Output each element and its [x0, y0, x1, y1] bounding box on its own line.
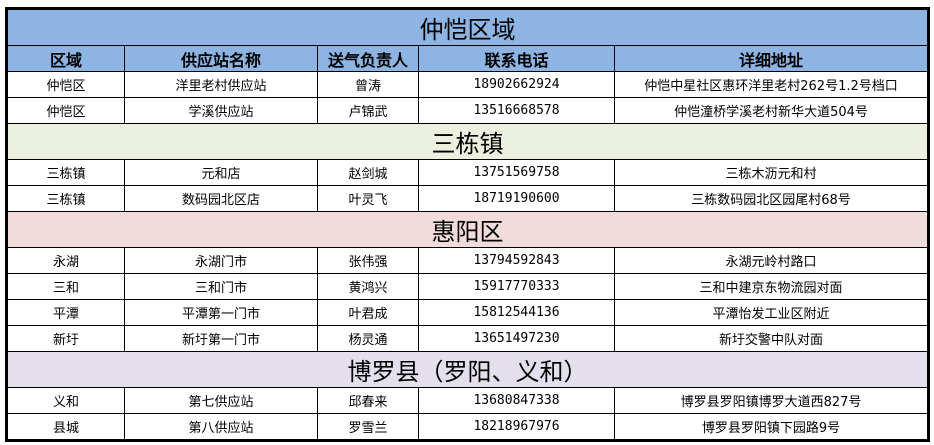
table-row: 永湖 永湖门市 张伟强 13794592843 永湖元岭村路口: [6, 247, 930, 274]
cell-address: 三和中建京东物流园对面: [613, 273, 930, 300]
table-row: 三栋镇 元和店 赵剑城 13751569758 三栋木沥元和村: [6, 159, 930, 186]
cell-phone: 18902662924: [418, 71, 615, 98]
table-row: 三栋镇 数码园北区店 叶灵飞 18719190600 三栋数码园北区园尾村68号: [6, 185, 930, 212]
cell-station-name: 平潭第一门市: [124, 299, 318, 326]
cell-phone: 13680847338: [418, 387, 615, 414]
cell-region: 永湖: [6, 247, 125, 274]
cell-station-name: 洋里老村供应站: [124, 71, 318, 98]
cell-phone: 15917770333: [418, 273, 615, 300]
cell-station-name: 元和店: [124, 159, 318, 186]
cell-station-name: 永湖门市: [124, 247, 318, 274]
header-row: 区域 供应站名称 送气负责人 联系电话 详细地址: [6, 45, 930, 72]
table-row: 仲恺区 学溪供应站 卢锦武 13516668578 仲恺潼桥学溪老村新华大道504号: [6, 97, 930, 124]
cell-region: 县城: [6, 413, 125, 441]
table-row: 三和 三和门市 黄鸿兴 15917770333 三和中建京东物流园对面: [6, 273, 930, 300]
cell-address: 仲恺潼桥学溪老村新华大道504号: [613, 97, 930, 124]
section-title: 博罗县（罗阳、义和）: [5, 351, 930, 388]
gas-supply-station-table: 仲恺区域 区域 供应站名称 送气负责人 联系电话 详细地址 仲恺区 洋里老村供应站 曾涛 1890…: [5, 7, 931, 442]
table-row: 新圩 新圩第一门市 杨灵通 13651497230 新圩交警中队对面: [6, 325, 930, 352]
cell-region: 三和: [6, 273, 125, 300]
cell-station-name: 三和门市: [124, 273, 318, 300]
cell-person-in-charge: 罗雪兰: [317, 413, 419, 441]
section-title: 仲恺区域: [5, 8, 930, 46]
cell-station-name: 数码园北区店: [124, 185, 318, 212]
cell-station-name: 第八供应站: [124, 413, 318, 441]
cell-person-in-charge: 赵剑城: [317, 159, 419, 186]
section-title: 惠阳区: [5, 211, 930, 248]
cell-person-in-charge: 杨灵通: [317, 325, 419, 352]
section-title: 三栋镇: [5, 123, 930, 160]
cell-phone: 13751569758: [418, 159, 615, 186]
cell-phone: 13651497230: [418, 325, 615, 352]
cell-person-in-charge: 叶君成: [317, 299, 419, 326]
cell-address: 三栋数码园北区园尾村68号: [613, 185, 930, 212]
cell-phone: 15812544136: [418, 299, 615, 326]
cell-station-name: 新圩第一门市: [124, 325, 318, 352]
cell-region: 三栋镇: [6, 185, 125, 212]
cell-person-in-charge: 卢锦武: [317, 97, 419, 124]
column-header-phone: 联系电话: [418, 45, 615, 72]
cell-address: 仲恺中星社区惠环洋里老村262号1.2号档口: [613, 71, 930, 98]
cell-region: 平潭: [6, 299, 125, 326]
section-title-row: 三栋镇: [5, 123, 930, 160]
cell-station-name: 学溪供应站: [124, 97, 318, 124]
table-row: 义和 第七供应站 邱春来 13680847338 博罗县罗阳镇博罗大道西827号: [6, 387, 930, 414]
cell-person-in-charge: 邱春来: [317, 387, 419, 414]
column-header-address: 详细地址: [613, 45, 930, 72]
cell-person-in-charge: 张伟强: [317, 247, 419, 274]
cell-address: 永湖元岭村路口: [613, 247, 930, 274]
cell-person-in-charge: 叶灵飞: [317, 185, 419, 212]
section-title-row: 仲恺区域: [5, 8, 930, 46]
cell-station-name: 第七供应站: [124, 387, 318, 414]
cell-region: 三栋镇: [6, 159, 125, 186]
table-row: 平潭 平潭第一门市 叶君成 15812544136 平潭怡发工业区附近: [6, 299, 930, 326]
section-title-row: 博罗县（罗阳、义和）: [5, 351, 930, 388]
cell-address: 博罗县罗阳镇下园路9号: [613, 413, 930, 441]
cell-region: 仲恺区: [6, 97, 125, 124]
table-row: 仲恺区 洋里老村供应站 曾涛 18902662924 仲恺中星社区惠环洋里老村262号1…: [6, 71, 930, 98]
table-row: 县城 第八供应站 罗雪兰 18218967976 博罗县罗阳镇下园路9号: [6, 413, 930, 441]
cell-address: 博罗县罗阳镇博罗大道西827号: [613, 387, 930, 414]
cell-address: 新圩交警中队对面: [613, 325, 930, 352]
cell-phone: 18218967976: [418, 413, 615, 441]
cell-address: 平潭怡发工业区附近: [613, 299, 930, 326]
cell-person-in-charge: 曾涛: [317, 71, 419, 98]
column-header-region: 区域: [6, 45, 125, 72]
cell-address: 三栋木沥元和村: [613, 159, 930, 186]
cell-region: 义和: [6, 387, 125, 414]
cell-phone: 13794592843: [418, 247, 615, 274]
cell-region: 仲恺区: [6, 71, 125, 98]
cell-region: 新圩: [6, 325, 125, 352]
column-header-person-in-charge: 送气负责人: [317, 45, 419, 72]
cell-person-in-charge: 黄鸿兴: [317, 273, 419, 300]
column-header-station-name: 供应站名称: [124, 45, 318, 72]
cell-phone: 13516668578: [418, 97, 615, 124]
cell-phone: 18719190600: [418, 185, 615, 212]
section-title-row: 惠阳区: [5, 211, 930, 248]
